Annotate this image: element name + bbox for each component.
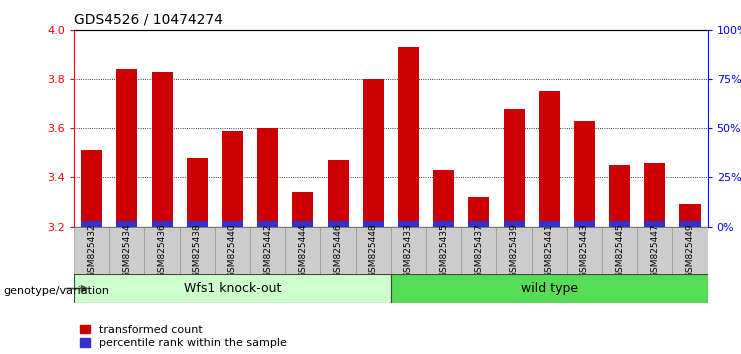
- Bar: [362, 79, 384, 227]
- Bar: [609, 221, 630, 227]
- Text: GSM825445: GSM825445: [615, 223, 624, 278]
- Bar: [356, 227, 391, 274]
- Bar: [673, 227, 708, 274]
- Bar: [250, 227, 285, 274]
- Text: GSM825443: GSM825443: [580, 223, 589, 278]
- Bar: [503, 109, 525, 227]
- Bar: [179, 227, 215, 274]
- Bar: [679, 221, 700, 227]
- Bar: [609, 165, 630, 227]
- Bar: [433, 221, 454, 227]
- Text: GSM825438: GSM825438: [193, 223, 202, 278]
- Text: GSM825434: GSM825434: [122, 223, 131, 278]
- Text: GSM825449: GSM825449: [685, 223, 694, 278]
- Bar: [391, 227, 426, 274]
- Bar: [532, 227, 567, 274]
- Text: genotype/variation: genotype/variation: [4, 286, 110, 296]
- Text: GSM825439: GSM825439: [510, 223, 519, 278]
- Bar: [222, 131, 243, 227]
- Bar: [644, 221, 665, 227]
- Bar: [468, 197, 489, 227]
- Bar: [116, 69, 137, 227]
- Text: wild type: wild type: [521, 282, 578, 295]
- Text: GSM825446: GSM825446: [333, 223, 342, 278]
- Bar: [144, 227, 179, 274]
- Text: GDS4526 / 10474274: GDS4526 / 10474274: [74, 12, 223, 26]
- Bar: [496, 227, 532, 274]
- Bar: [285, 227, 320, 274]
- Bar: [110, 227, 144, 274]
- Text: GSM825436: GSM825436: [158, 223, 167, 278]
- Bar: [82, 150, 102, 227]
- Bar: [679, 205, 700, 227]
- Bar: [433, 170, 454, 227]
- Bar: [82, 221, 102, 227]
- Bar: [74, 274, 391, 303]
- Bar: [602, 227, 637, 274]
- Text: Wfs1 knock-out: Wfs1 knock-out: [184, 282, 281, 295]
- Text: GSM825440: GSM825440: [228, 223, 237, 278]
- Bar: [574, 121, 595, 227]
- Text: GSM825444: GSM825444: [299, 223, 308, 278]
- Bar: [539, 91, 559, 227]
- Bar: [320, 227, 356, 274]
- Bar: [398, 221, 419, 227]
- Bar: [567, 227, 602, 274]
- Text: GSM825447: GSM825447: [651, 223, 659, 278]
- Bar: [362, 221, 384, 227]
- Bar: [503, 221, 525, 227]
- Text: GSM825448: GSM825448: [369, 223, 378, 278]
- Bar: [74, 227, 110, 274]
- Bar: [398, 47, 419, 227]
- Bar: [215, 227, 250, 274]
- Bar: [461, 227, 496, 274]
- Text: GSM825433: GSM825433: [404, 223, 413, 278]
- Text: GSM825441: GSM825441: [545, 223, 554, 278]
- Bar: [426, 227, 461, 274]
- Bar: [328, 221, 348, 227]
- Bar: [116, 221, 137, 227]
- Bar: [151, 221, 173, 227]
- Bar: [151, 72, 173, 227]
- Bar: [257, 128, 278, 227]
- Bar: [187, 158, 207, 227]
- Bar: [257, 221, 278, 227]
- Text: GSM825435: GSM825435: [439, 223, 448, 278]
- Bar: [187, 221, 207, 227]
- Bar: [292, 192, 313, 227]
- Bar: [222, 221, 243, 227]
- Bar: [644, 163, 665, 227]
- Text: GSM825437: GSM825437: [474, 223, 483, 278]
- Bar: [328, 160, 348, 227]
- Bar: [574, 221, 595, 227]
- Bar: [468, 221, 489, 227]
- Text: GSM825432: GSM825432: [87, 223, 96, 278]
- Text: GSM825442: GSM825442: [263, 223, 272, 278]
- Bar: [539, 221, 559, 227]
- Legend: transformed count, percentile rank within the sample: transformed count, percentile rank withi…: [79, 325, 287, 348]
- Bar: [292, 221, 313, 227]
- Bar: [391, 274, 708, 303]
- Bar: [637, 227, 673, 274]
